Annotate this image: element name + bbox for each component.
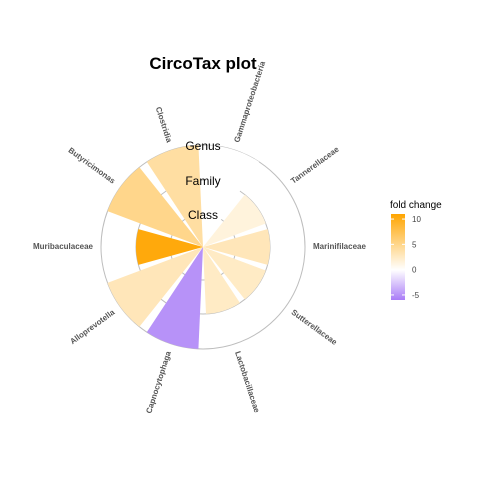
bar-muribaculaceae: [136, 229, 203, 265]
category-label-clostridia: Clostridia: [154, 106, 174, 144]
ring-label-genus: Genus: [185, 139, 220, 153]
category-label-butyricimonas: Butyricimonas: [67, 146, 118, 186]
bar-tannerellaceae: [203, 194, 266, 247]
category-label-sutterellaceae: Sutterellaceae: [290, 308, 340, 347]
bar-capnocytophaga: [146, 247, 203, 349]
category-label-capnocytophaga: Capnocytophaga: [144, 350, 173, 415]
bar-butyricimonas: [107, 167, 203, 247]
category-label-alloprevotella: Alloprevotella: [68, 307, 117, 346]
category-label-muribaculaceae: Muribaculaceae: [33, 242, 94, 251]
bar-alloprevotella: [107, 247, 203, 327]
bar-clostridia: [146, 145, 203, 247]
legend-ticks: 10 5 0 -5: [391, 215, 421, 300]
legend-tick-label: 0: [412, 266, 417, 275]
legend-colorbar: [391, 214, 405, 300]
ring-label-family: Family: [185, 174, 220, 188]
legend-tick-label: -5: [412, 291, 420, 300]
ring-labels: Genus Family Class: [185, 139, 220, 222]
category-label-marinifilaceae: Marinifilaceae: [313, 242, 366, 251]
legend-tick-label: 5: [412, 240, 417, 249]
chart-title: CircoTax plot: [149, 54, 257, 73]
bars: [107, 145, 270, 349]
bar-sutterellaceae: [203, 247, 266, 300]
legend-title: fold change: [390, 200, 442, 211]
ring-label-class: Class: [188, 208, 218, 222]
grid-ring: [100, 144, 306, 350]
bar-gammaproteobacteria: [203, 145, 260, 247]
category-label-lactobacillaceae: Lactobacillaceae: [233, 350, 262, 414]
bar-lactobacillaceae: [203, 247, 240, 314]
legend-tick-label: 10: [412, 215, 421, 224]
bar-marinifilaceae: [203, 229, 270, 265]
legend: fold change 10 5 0 -5: [390, 200, 442, 300]
category-label-tannerellaceae: Tannerellaceae: [289, 144, 341, 185]
